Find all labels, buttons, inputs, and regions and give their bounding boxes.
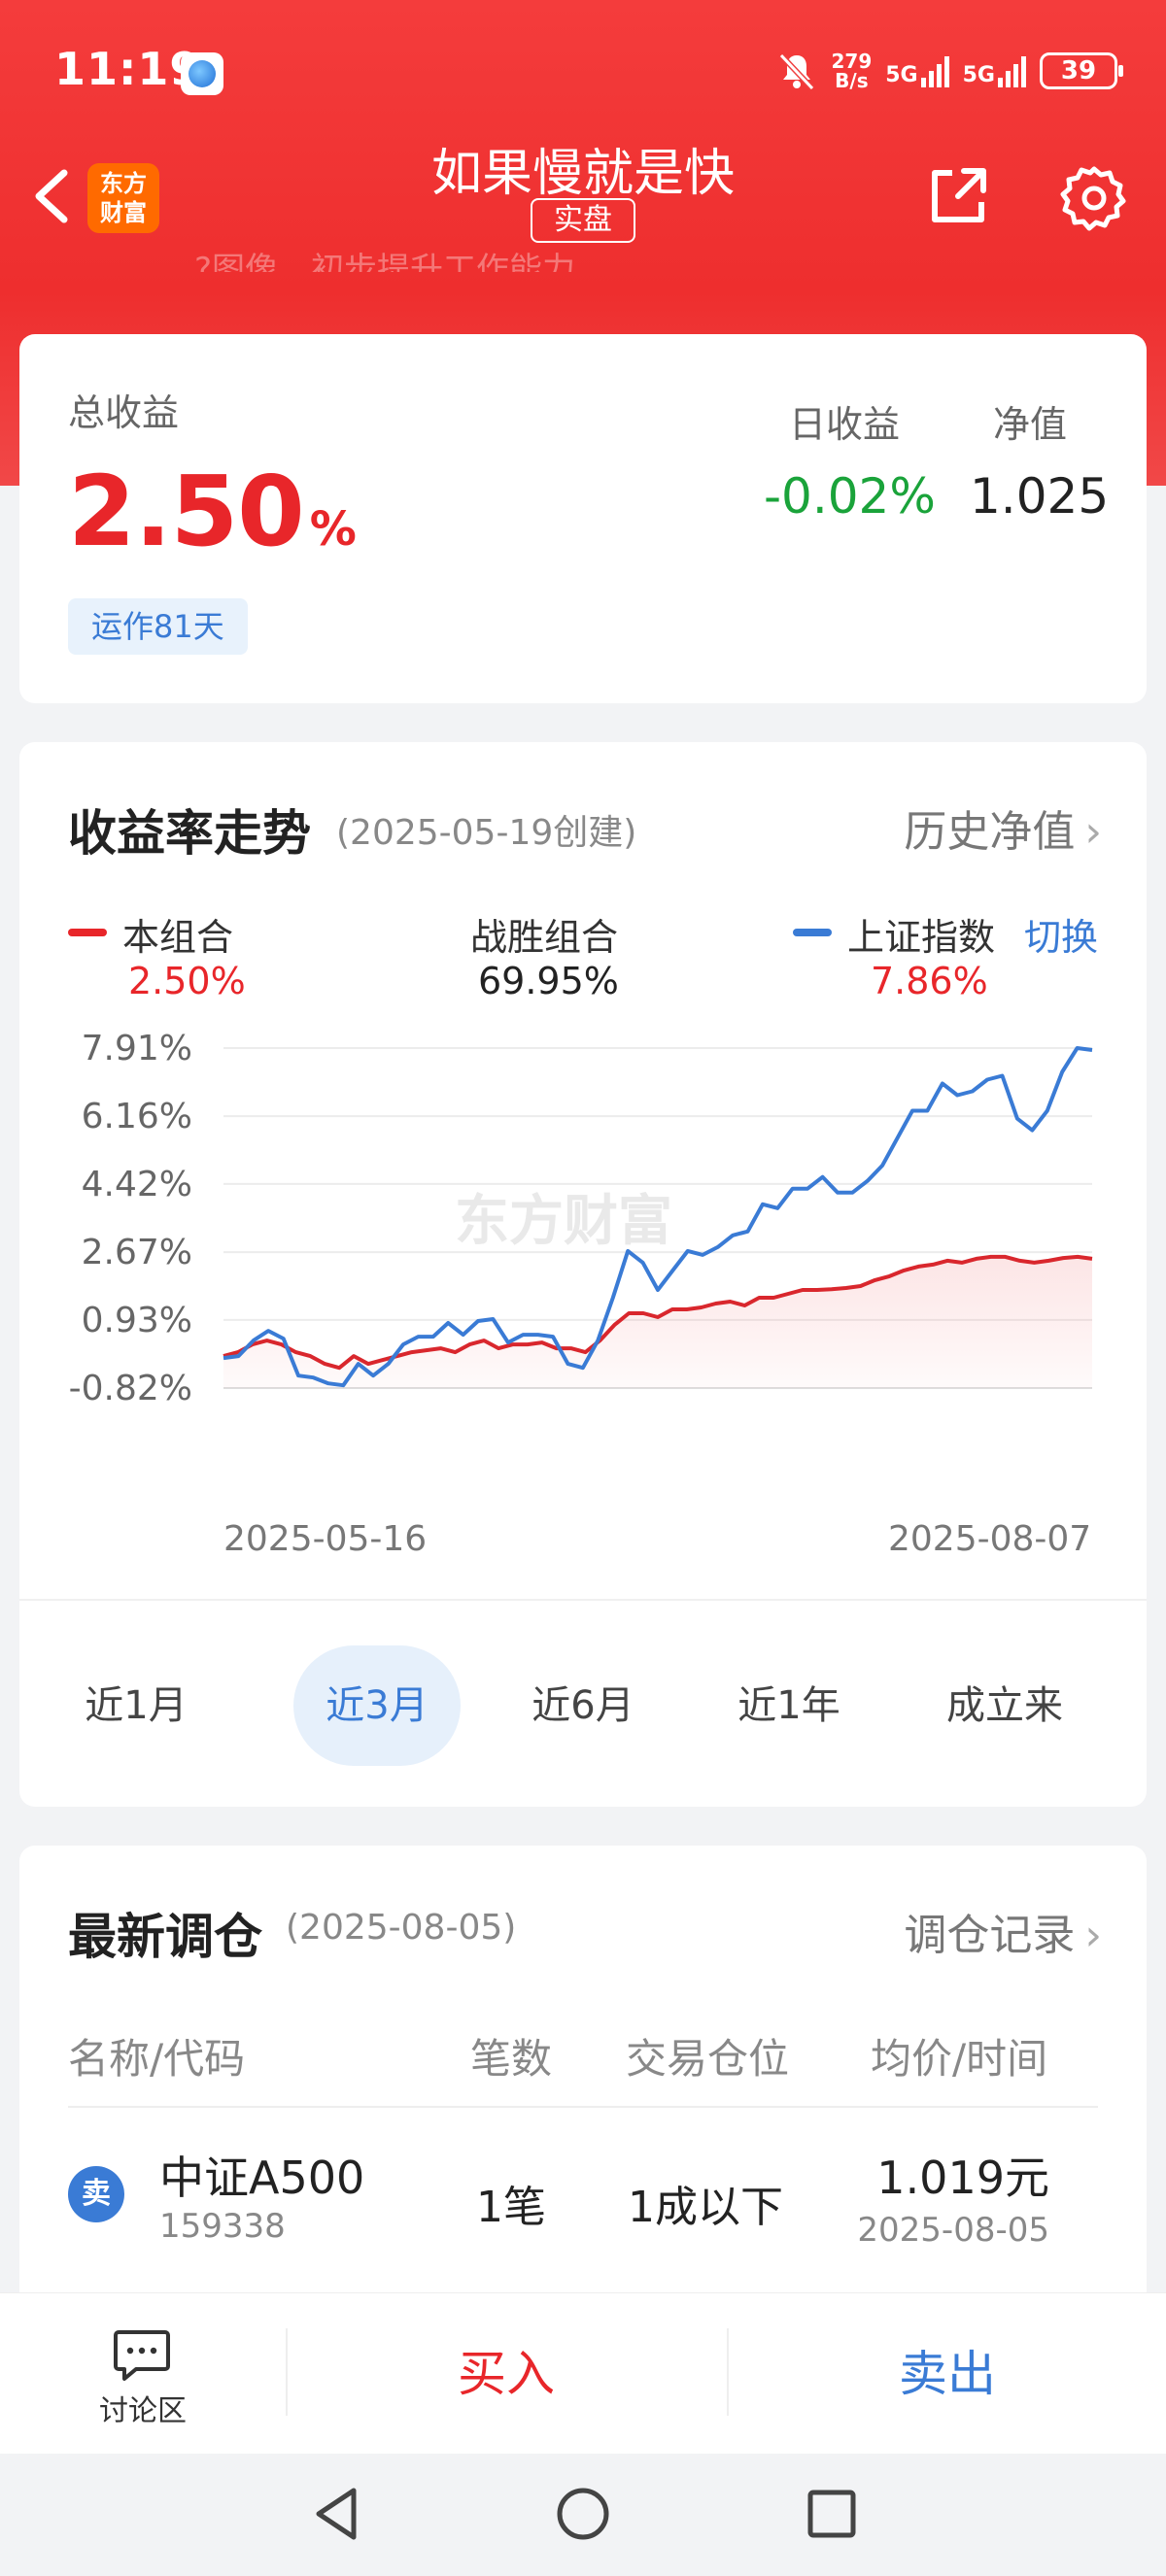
network-speed: 279 B/s: [831, 50, 873, 92]
total-return-value: 2.50%: [68, 455, 357, 568]
header-position: 交易仓位: [626, 2035, 790, 2083]
signal-5g-2: 5G: [963, 54, 1026, 87]
trade-count: 1笔: [476, 2183, 546, 2232]
battery-indicator: 39: [1040, 52, 1123, 89]
trend-created-date: (2025-05-19创建): [336, 813, 637, 853]
chat-bubble-icon: [114, 2330, 170, 2381]
nav-home-icon[interactable]: [554, 2485, 612, 2543]
status-time: 11:19: [54, 43, 202, 95]
legend-index-name: 上证指数: [847, 916, 996, 959]
rebalance-date: (2025-08-05): [286, 1908, 517, 1948]
x-axis-end-label: 2025-08-07: [888, 1519, 1092, 1559]
legend-index-marker: [793, 929, 832, 936]
bottom-action-bar: 讨论区 买入 卖出: [0, 2292, 1166, 2454]
brand-logo: 东方 财富: [87, 163, 159, 233]
legend-beat-value: 69.95%: [478, 960, 619, 1002]
legend-self-marker: [68, 929, 107, 936]
trend-card: 收益率走势 (2025-05-19创建) 历史净值 › 本组合 2.50% 战胜组…: [19, 742, 1147, 1807]
signal-bars-icon: [998, 54, 1026, 87]
rebalance-card: 最新调仓 (2025-08-05) 调仓记录 › 名称/代码 笔数 交易仓位 均价…: [19, 1846, 1147, 2292]
status-indicators: 279 B/s 5G 5G 39: [775, 47, 1123, 95]
range-tab-3m[interactable]: 近3月: [293, 1645, 461, 1766]
faded-description: ?图像，初步提升工作能力: [194, 251, 576, 272]
range-tab-1y[interactable]: 近1年: [737, 1683, 840, 1728]
chevron-right-icon: ›: [1084, 1911, 1102, 1960]
trend-title: 收益率走势: [68, 805, 311, 862]
fund-name: 中证A500: [159, 2152, 365, 2204]
separator: [286, 2328, 288, 2416]
nav-back-icon[interactable]: [309, 2485, 363, 2543]
chevron-right-icon: ›: [1084, 807, 1102, 857]
share-icon[interactable]: [923, 163, 991, 231]
daily-return-value: -0.02%: [764, 468, 936, 525]
system-nav-bar: [0, 2454, 1166, 2576]
history-nav-link[interactable]: 历史净值 ›: [904, 807, 1102, 857]
x-axis-start-label: 2025-05-16: [223, 1519, 428, 1559]
series-area-self: [223, 1256, 1092, 1388]
legend-index-value: 7.86%: [871, 960, 988, 1002]
real-trade-badge: 实盘: [531, 198, 635, 243]
chart-watermark: 东方财富: [455, 1190, 672, 1253]
status-bar: 11:19 279 B/s 5G 5G 39: [0, 0, 1166, 146]
signal-5g-1: 5G: [885, 54, 949, 87]
separator: [727, 2328, 729, 2416]
net-value-label: 净值: [993, 403, 1068, 446]
mute-bell-icon: [778, 52, 814, 91]
nav-recents-icon[interactable]: [805, 2487, 859, 2541]
trade-time: 2025-08-05: [857, 2211, 1049, 2250]
legend-self-name: 本组合: [122, 916, 234, 959]
browser-app-icon: [181, 52, 223, 95]
fund-code: 159338: [159, 2207, 286, 2246]
legend-beat-name: 战胜组合: [470, 916, 619, 959]
discussion-button[interactable]: 讨论区: [58, 2293, 223, 2455]
return-chart: 7.91% 6.16% 4.42% 2.67% 0.93% -0.82% 东方财富: [69, 1029, 1093, 1408]
header-name-code: 名称/代码: [68, 2035, 246, 2083]
buy-button[interactable]: 买入: [458, 2346, 555, 2402]
summary-card: 总收益 2.50% 运作81天 日收益 -0.02% 净值 1.025: [19, 334, 1147, 703]
y-tick-label: 0.93%: [82, 1301, 192, 1340]
range-tab-all[interactable]: 成立来: [946, 1683, 1063, 1728]
page-title: 如果慢就是快: [430, 145, 735, 203]
total-return-label: 总收益: [68, 391, 180, 434]
discussion-label: 讨论区: [99, 2394, 187, 2428]
series-line-index: [223, 1046, 1093, 1388]
trade-position: 1成以下: [628, 2183, 783, 2232]
range-tab-6m[interactable]: 近6月: [532, 1683, 634, 1728]
back-arrow-icon[interactable]: [27, 167, 76, 225]
divider: [19, 1599, 1147, 1601]
range-tab-1m[interactable]: 近1月: [85, 1683, 188, 1728]
signal-bars-icon: [920, 54, 949, 87]
y-tick-label: 6.16%: [82, 1097, 192, 1136]
net-value-value: 1.025: [970, 468, 1110, 525]
avg-price: 1.019元: [876, 2152, 1049, 2204]
y-tick-label: 7.91%: [82, 1029, 192, 1068]
rebalance-records-link[interactable]: 调仓记录 ›: [904, 1911, 1102, 1960]
switch-benchmark-link[interactable]: 切换: [1024, 916, 1099, 959]
gear-icon[interactable]: [1059, 163, 1129, 233]
sell-badge: 卖: [68, 2166, 124, 2222]
running-days-badge: 运作81天: [68, 598, 248, 655]
header-count: 笔数: [470, 2035, 553, 2083]
y-tick-label: -0.82%: [69, 1369, 192, 1408]
y-tick-label: 2.67%: [82, 1233, 192, 1272]
rebalance-title: 最新调仓: [68, 1909, 262, 1965]
sell-button[interactable]: 卖出: [899, 2346, 996, 2402]
header-price-time: 均价/时间: [871, 2035, 1048, 2083]
y-tick-label: 4.42%: [82, 1165, 192, 1204]
table-divider: [68, 2106, 1098, 2108]
legend-self-value: 2.50%: [128, 960, 246, 1002]
daily-return-label: 日收益: [789, 403, 901, 446]
series-line-self: [223, 1254, 1093, 1371]
